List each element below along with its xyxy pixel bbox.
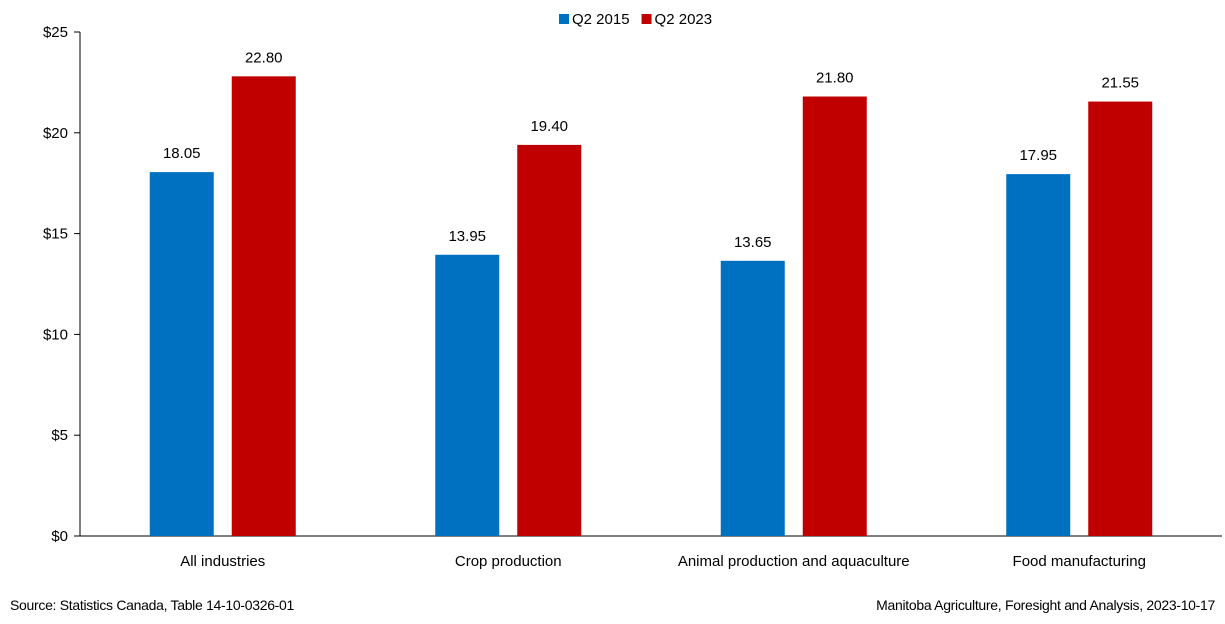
data-label: 17.95 (1019, 147, 1057, 164)
legend-swatch (559, 14, 569, 24)
data-label: 21.55 (1101, 75, 1139, 92)
data-label: 22.80 (245, 49, 283, 66)
y-tick-label: $25 (43, 24, 68, 41)
bar (435, 254, 500, 536)
data-label: 21.80 (816, 70, 854, 87)
y-tick-label: $20 (43, 125, 68, 142)
source-note: Source: Statistics Canada, Table 14-10-0… (10, 597, 295, 613)
y-tick-label: $10 (43, 326, 68, 343)
data-label: 13.95 (448, 228, 486, 245)
data-label: 19.40 (530, 118, 568, 135)
bar (802, 96, 867, 537)
bar (517, 144, 582, 536)
legend-label: Q2 2015 (572, 11, 630, 28)
x-tick-label: Animal production and aquaculture (678, 553, 910, 570)
bar (720, 260, 785, 536)
legend-label: Q2 2023 (655, 11, 713, 28)
bar (231, 76, 296, 537)
bar-chart-svg: $0 $5 $10 $15 $20 $25 18.05 22.80 All industries… (43, 11, 1222, 570)
y-tick-label: $15 (43, 226, 68, 243)
credit-note: Manitoba Agriculture, Foresight and Anal… (876, 597, 1215, 613)
bar (1006, 174, 1071, 537)
bar (1088, 101, 1153, 536)
y-tick-label: $0 (51, 528, 68, 545)
x-tick-label: Food manufacturing (1013, 553, 1146, 570)
data-label: 13.65 (734, 234, 772, 251)
x-tick-label: Crop production (455, 553, 562, 570)
bar (149, 172, 214, 536)
y-tick-label: $5 (51, 427, 68, 444)
x-tick-label: All industries (180, 553, 265, 570)
legend-swatch (641, 14, 652, 24)
data-label: 18.05 (163, 145, 201, 162)
